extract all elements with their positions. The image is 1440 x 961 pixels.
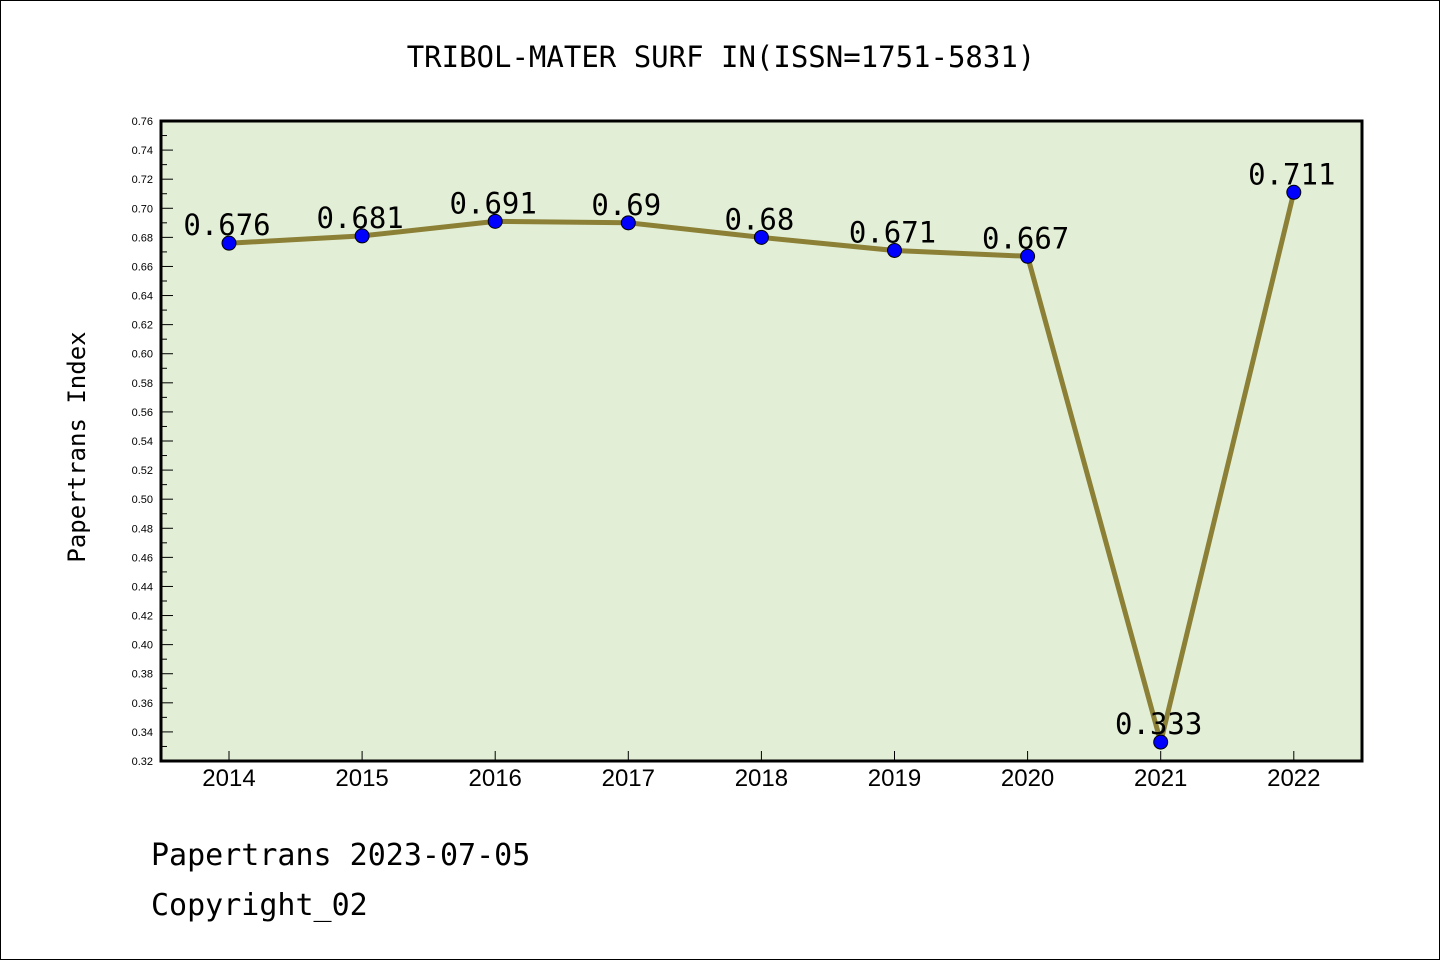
x-axis-ticks bbox=[228, 751, 1295, 761]
data-label-2016: 0.691 bbox=[450, 186, 537, 220]
y-tick-label: 0.62 bbox=[132, 320, 153, 332]
data-point-2021 bbox=[1153, 734, 1169, 750]
y-axis-ticks bbox=[161, 120, 173, 762]
x-tick-label: 2015 bbox=[335, 765, 388, 792]
y-tick-label: 0.44 bbox=[132, 581, 153, 593]
y-tick-label: 0.56 bbox=[132, 407, 153, 419]
y-tick-label: 0.34 bbox=[132, 727, 153, 739]
y-tick-label: 0.72 bbox=[132, 174, 153, 186]
data-point-2019 bbox=[887, 242, 902, 258]
x-tick-label: 2019 bbox=[868, 765, 921, 792]
data-label-2020: 0.667 bbox=[982, 221, 1069, 255]
y-axis-tick-labels: 0.32 0.34 0.36 0.38 0.40 0.42 0.44 0.46 0.48 0.50… bbox=[132, 116, 153, 768]
data-point-2022 bbox=[1286, 184, 1302, 200]
data-label-2021: 0.333 bbox=[1115, 707, 1202, 741]
data-label-2014: 0.676 bbox=[183, 208, 270, 242]
footer-date: Papertrans 2023-07-05 bbox=[151, 838, 530, 873]
data-label-2022: 0.711 bbox=[1248, 157, 1335, 191]
x-tick-label: 2022 bbox=[1267, 765, 1320, 792]
y-tick-label: 0.66 bbox=[132, 261, 153, 273]
x-tick-label: 2016 bbox=[469, 765, 522, 792]
data-point-2016 bbox=[487, 213, 503, 229]
data-point-2020 bbox=[1020, 248, 1036, 264]
y-tick-label: 0.50 bbox=[132, 494, 153, 506]
series-markers bbox=[221, 184, 1302, 750]
data-label-2017: 0.69 bbox=[591, 188, 661, 222]
y-tick-label: 0.74 bbox=[132, 145, 153, 157]
x-tick-label: 2020 bbox=[1001, 765, 1054, 792]
y-tick-label: 0.52 bbox=[132, 465, 153, 477]
data-label-2015: 0.681 bbox=[316, 201, 403, 235]
x-axis-tick-labels: 2014 2015 2016 2017 2018 2019 2020 2021 2022 bbox=[202, 765, 1320, 792]
y-tick-label: 0.46 bbox=[132, 552, 153, 564]
y-tick-label: 0.32 bbox=[132, 756, 153, 768]
data-point-2014 bbox=[221, 235, 237, 251]
y-tick-label: 0.42 bbox=[132, 611, 153, 623]
y-tick-label: 0.70 bbox=[132, 203, 153, 215]
y-tick-label: 0.40 bbox=[132, 640, 153, 652]
x-tick-label: 2021 bbox=[1134, 765, 1187, 792]
data-point-2018 bbox=[753, 229, 769, 245]
y-tick-label: 0.60 bbox=[132, 349, 153, 361]
y-tick-label: 0.76 bbox=[132, 116, 153, 128]
chart-title: TRIBOL-MATER SURF IN(ISSN=1751-5831) bbox=[407, 40, 1036, 74]
y-tick-label: 0.36 bbox=[132, 698, 153, 710]
y-tick-label: 0.58 bbox=[132, 378, 153, 390]
data-label-2018: 0.68 bbox=[724, 202, 794, 236]
y-tick-label: 0.48 bbox=[132, 523, 153, 535]
y-tick-label: 0.54 bbox=[132, 436, 153, 448]
y-tick-label: 0.38 bbox=[132, 669, 153, 681]
plot-area bbox=[159, 119, 1364, 763]
y-tick-label: 0.68 bbox=[132, 232, 153, 244]
x-tick-label: 2018 bbox=[735, 765, 788, 792]
data-label-2019: 0.671 bbox=[849, 215, 936, 249]
data-labels: 0.676 0.681 0.691 0.69 0.68 0.671 0.667 0.333 0.… bbox=[183, 157, 1335, 741]
footer-copyright: Copyright_02 bbox=[151, 888, 368, 923]
x-tick-label: 2014 bbox=[202, 765, 255, 792]
y-tick-label: 0.64 bbox=[132, 291, 153, 303]
y-axis-label: Papertrans Index bbox=[63, 331, 91, 562]
data-point-2017 bbox=[620, 215, 636, 231]
data-point-2015 bbox=[354, 228, 370, 244]
x-tick-label: 2017 bbox=[602, 765, 655, 792]
